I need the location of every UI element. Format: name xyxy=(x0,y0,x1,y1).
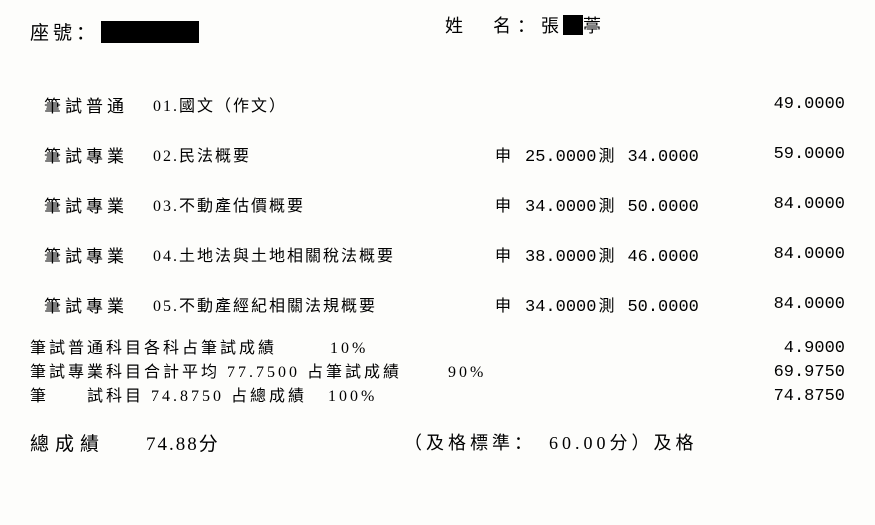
score-rows: 筆試普通 01.國文（作文） 49.0000 筆試專業 02.民法概要 申 25… xyxy=(0,79,875,329)
calc-score: 74.8750 xyxy=(774,385,845,409)
shen-label: 申 xyxy=(495,242,511,266)
ce-label: 測 xyxy=(598,242,615,266)
calc-score: 69.9750 xyxy=(774,361,845,385)
name-value: 張葶 xyxy=(541,12,605,38)
calc-row: 筆試專業科目合計平均 77.7500 占筆試成績 90% 69.9750 xyxy=(30,361,875,385)
score-row: 筆試普通 01.國文（作文） 49.0000 xyxy=(0,79,875,129)
seat-redacted xyxy=(101,21,199,43)
subject: 02.民法概要 xyxy=(153,142,251,166)
calc-text: 筆試普通科目各科占筆試成績 xyxy=(30,337,277,361)
score-row: 筆試專業 05.不動產經紀相關法規概要 申 34.0000 測 50.0000 … xyxy=(0,279,875,329)
category: 筆試專業 xyxy=(44,142,128,167)
ce-label: 測 xyxy=(598,292,615,316)
score-row: 筆試專業 02.民法概要 申 25.0000 測 34.0000 59.0000 xyxy=(0,129,875,179)
subject: 05.不動產經紀相關法規概要 xyxy=(153,292,377,316)
name-part2: 葶 xyxy=(583,12,605,38)
name-redacted xyxy=(563,15,583,35)
seat-label: 座號： xyxy=(30,18,99,45)
category: 筆試專業 xyxy=(44,192,128,217)
category: 筆試專業 xyxy=(44,292,128,317)
ce-label: 測 xyxy=(598,192,615,216)
total-score: 84.0000 xyxy=(774,195,845,214)
category: 筆試專業 xyxy=(44,242,128,267)
name-label: 姓 名： xyxy=(445,12,541,38)
calc-percent: 100% xyxy=(328,385,377,409)
subject: 03.不動產估價概要 xyxy=(153,192,305,216)
calc-text: 筆試專業科目合計平均 77.7500 占筆試成績 xyxy=(30,361,402,385)
calc-score: 4.9000 xyxy=(784,337,845,361)
total-score: 59.0000 xyxy=(774,145,845,164)
header: 座號： 姓 名： 張葶 xyxy=(0,0,875,45)
shen-label: 申 xyxy=(495,142,511,166)
name-part1: 張 xyxy=(541,12,563,38)
subject: 04.土地法與土地相關稅法概要 xyxy=(153,242,395,266)
ce-value: 50.0000 xyxy=(627,198,698,217)
category: 筆試普通 xyxy=(44,92,128,117)
score-row: 筆試專業 03.不動產估價概要 申 34.0000 測 50.0000 84.0… xyxy=(0,179,875,229)
score-row: 筆試專業 04.土地法與土地相關稅法概要 申 38.0000 測 46.0000… xyxy=(0,229,875,279)
calc-text: 筆 試科目 74.8750 占總成績 xyxy=(30,385,307,409)
ce-value: 34.0000 xyxy=(627,148,698,167)
total-score: 49.0000 xyxy=(774,95,845,114)
ce-value: 46.0000 xyxy=(627,248,698,267)
calc-percent: 90% xyxy=(448,361,486,385)
shen-value: 38.0000 xyxy=(525,248,596,267)
calculation-block: 筆試普通科目各科占筆試成績 10% 4.9000 筆試專業科目合計平均 77.7… xyxy=(30,337,875,409)
seat-number: 座號： xyxy=(30,18,199,45)
calc-row: 筆試普通科目各科占筆試成績 10% 4.9000 xyxy=(30,337,875,361)
shen-value: 34.0000 xyxy=(525,198,596,217)
student-name: 姓 名： 張葶 xyxy=(445,12,605,38)
subject: 01.國文（作文） xyxy=(153,92,287,116)
calc-row: 筆 試科目 74.8750 占總成績 100% 74.8750 xyxy=(30,385,875,409)
final-label: 總成績 xyxy=(30,429,105,456)
final-score: 74.88分 xyxy=(146,429,220,456)
shen-value: 25.0000 xyxy=(525,148,596,167)
ce-value: 50.0000 xyxy=(627,298,698,317)
total-score: 84.0000 xyxy=(774,295,845,314)
shen-value: 34.0000 xyxy=(525,298,596,317)
calc-percent: 10% xyxy=(330,337,368,361)
shen-label: 申 xyxy=(495,192,511,216)
partial-scores: 申 38.0000 測 46.0000 xyxy=(495,242,699,267)
partial-scores: 申 34.0000 測 50.0000 xyxy=(495,292,699,317)
pass-standard: （及格標準： 60.00分）及格 xyxy=(404,429,698,455)
total-score: 84.0000 xyxy=(774,245,845,264)
partial-scores: 申 34.0000 測 50.0000 xyxy=(495,192,699,217)
final-row: 總成績 74.88分 （及格標準： 60.00分）及格 xyxy=(0,429,875,459)
partial-scores: 申 25.0000 測 34.0000 xyxy=(495,142,699,167)
shen-label: 申 xyxy=(495,292,511,316)
ce-label: 測 xyxy=(598,142,615,166)
